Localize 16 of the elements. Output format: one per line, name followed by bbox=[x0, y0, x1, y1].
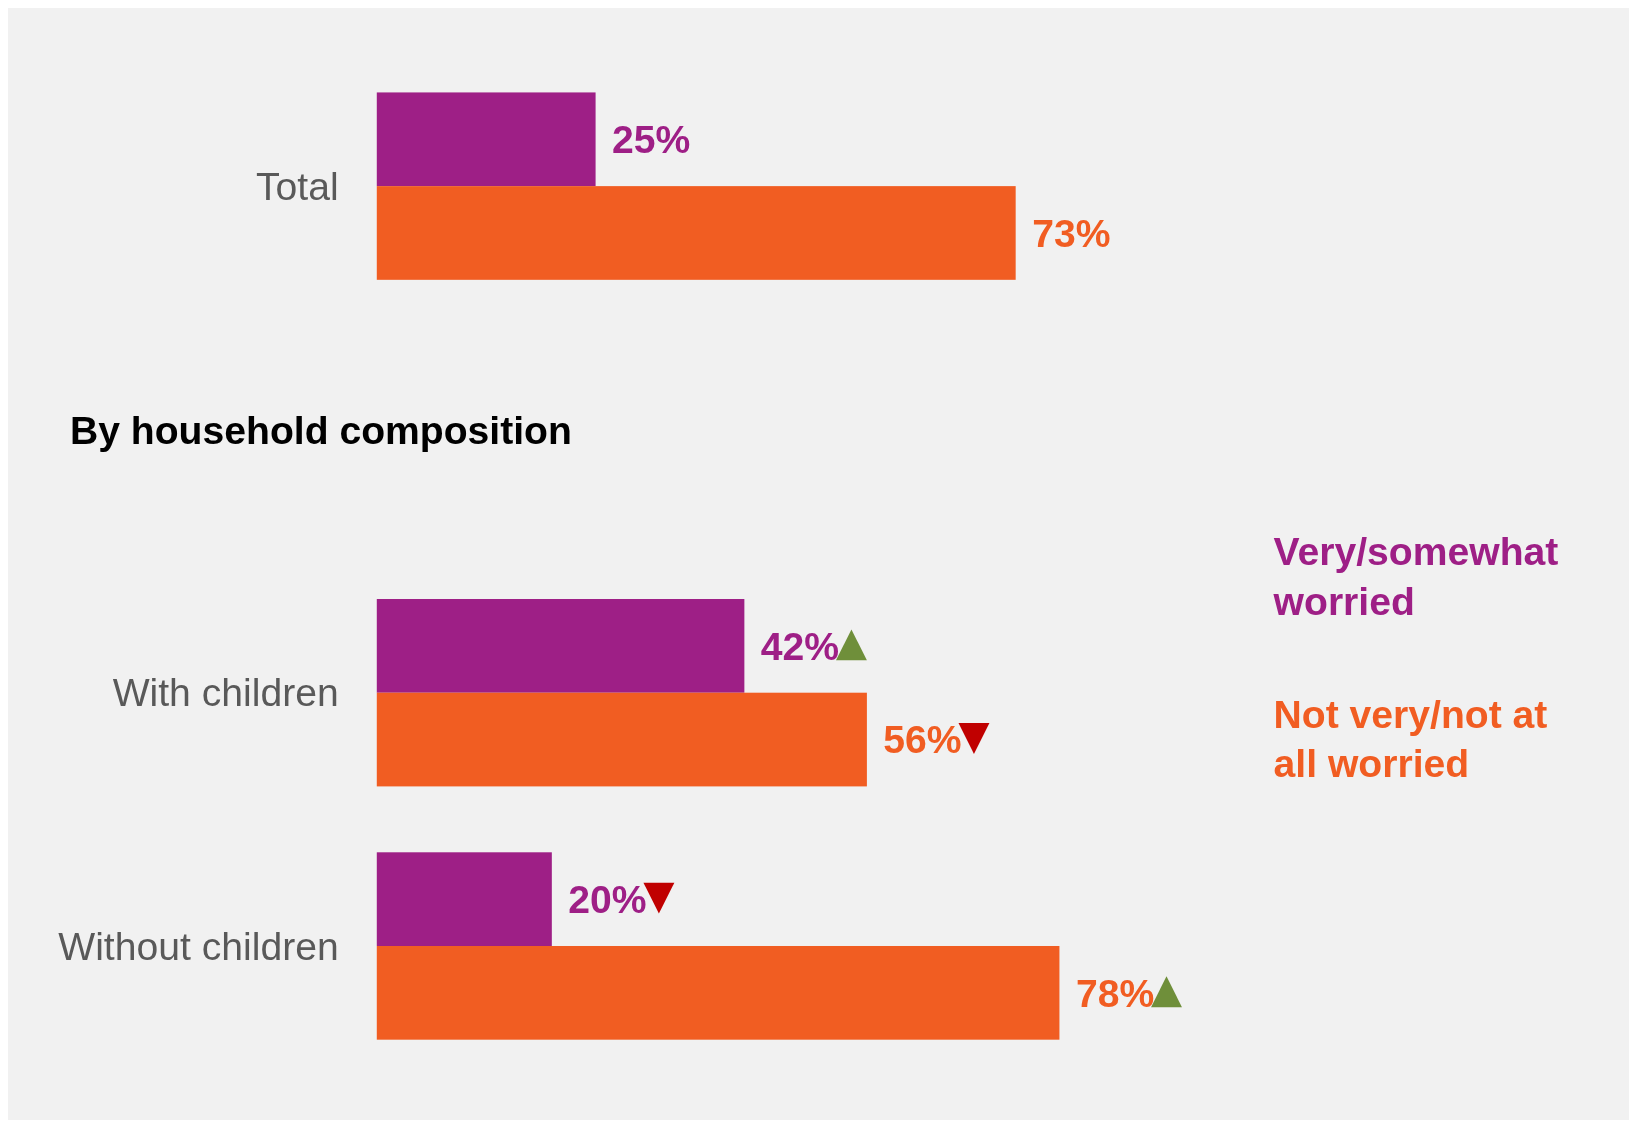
data-label: 78% bbox=[1075, 971, 1155, 1015]
data-label: 25% bbox=[612, 117, 691, 161]
y-tick-label: With children bbox=[112, 671, 339, 715]
text: Very/somewhat worried bbox=[1272, 530, 1559, 623]
y-tick-label: Total bbox=[256, 164, 339, 208]
data-label: 56% bbox=[883, 718, 962, 762]
bar bbox=[376, 186, 1016, 280]
annotation: By household composition bbox=[69, 408, 572, 452]
bar bbox=[376, 92, 596, 187]
text: Not very/not at all worried bbox=[1273, 693, 1548, 786]
data-label: 20% bbox=[568, 877, 647, 921]
data-label: 73% bbox=[1032, 211, 1111, 255]
y-tick-label: Without children bbox=[58, 924, 339, 968]
bar bbox=[376, 852, 552, 946]
data-label: 42% bbox=[760, 624, 840, 668]
bar bbox=[376, 945, 1060, 1040]
